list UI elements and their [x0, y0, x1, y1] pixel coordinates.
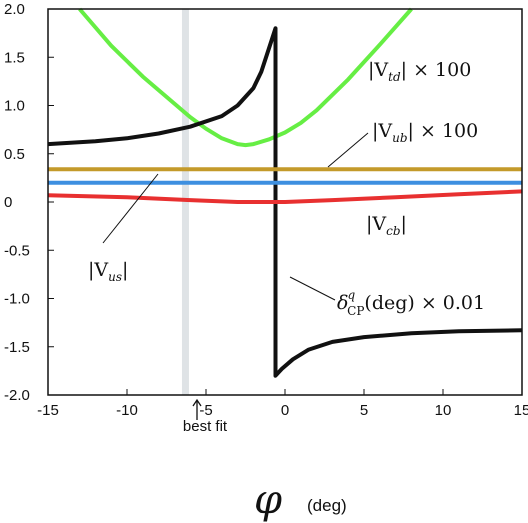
y-tick-label: -2.0: [4, 387, 30, 404]
series-line-delta: [47, 26, 523, 378]
leader-vus: [102, 173, 159, 244]
y-tick-label: 0.5: [4, 146, 25, 163]
label-vtd: |Vtd| × 100: [368, 59, 471, 84]
x-tick-label: -15: [37, 402, 59, 419]
label-delta: δq CP(deg) × 0.01: [337, 288, 485, 318]
y-tick-label: 2.0: [4, 1, 25, 18]
x-tick-label: 10: [435, 402, 452, 419]
leader-vub: [327, 132, 369, 168]
best-fit-arrow-icon: [192, 398, 202, 420]
y-tick-label: 1.5: [4, 49, 25, 66]
leader-delta: [289, 276, 336, 301]
best-fit-band: [181, 9, 189, 395]
y-tick-label: 1.0: [4, 98, 25, 115]
x-axis-symbol: φ: [254, 477, 282, 523]
x-tick-label: 15: [514, 402, 528, 419]
best-fit-label: best fit: [183, 418, 228, 435]
x-tick-label: 0: [281, 402, 289, 419]
y-tick-label: 0: [4, 194, 12, 211]
x-axis-unit: (deg): [307, 496, 347, 515]
label-vub: |Vub| × 100: [372, 120, 478, 145]
y-tick-label: -0.5: [4, 242, 30, 259]
series-line-vcb: [47, 189, 523, 204]
x-tick-label: 5: [360, 402, 368, 419]
label-vus: |Vus|: [88, 259, 128, 284]
x-tick-label: -5: [199, 402, 212, 419]
series-line-vtd: [78, 7, 413, 148]
y-tick-label: -1.5: [4, 339, 30, 356]
label-vcb: |Vcb|: [366, 213, 407, 238]
x-tick-label: -10: [116, 402, 138, 419]
y-tick-label: -1.0: [4, 291, 30, 308]
